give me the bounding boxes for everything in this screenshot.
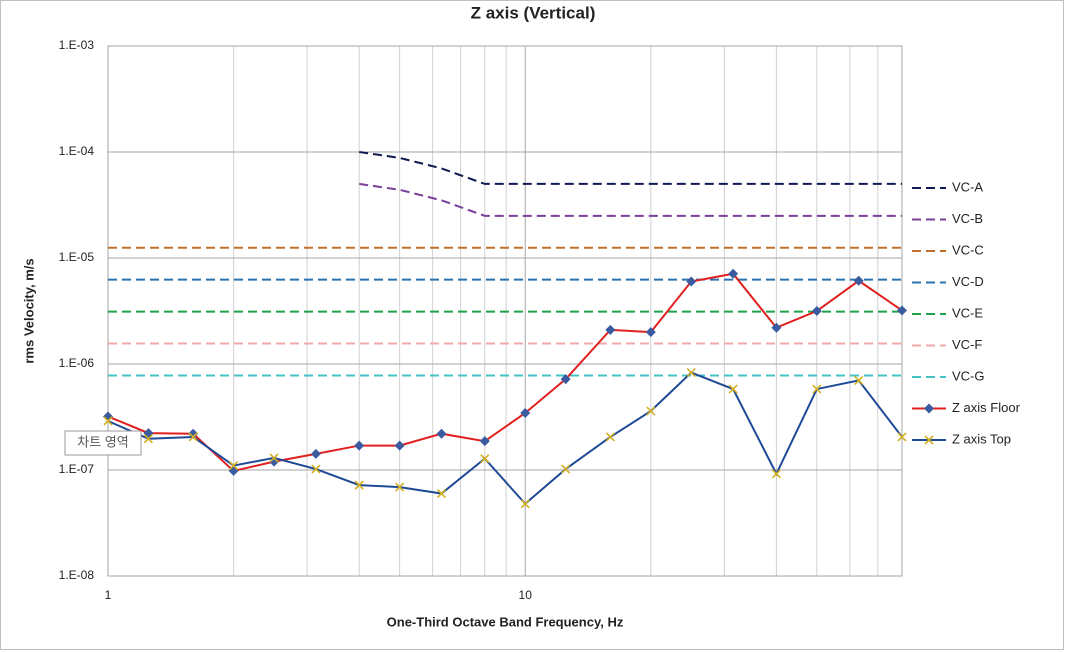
y-tick-label: 1.E-05	[59, 250, 95, 264]
series-line	[359, 151, 902, 185]
series-line	[107, 272, 903, 473]
marker	[269, 453, 279, 463]
x-tick-label: 1	[105, 588, 112, 602]
marker	[854, 375, 864, 385]
legend-label: VC-A	[952, 179, 983, 194]
y-tick-label: 1.E-03	[59, 38, 95, 52]
marker	[103, 416, 113, 426]
marker	[897, 305, 907, 316]
marker	[311, 464, 321, 474]
marker	[646, 406, 656, 416]
y-tick-label: 1.E-07	[59, 462, 95, 476]
marker	[143, 434, 153, 444]
marker	[645, 327, 656, 338]
marker	[560, 374, 571, 385]
marker	[897, 432, 907, 442]
legend-label: Z axis Top	[952, 431, 1011, 446]
grid	[107, 45, 903, 577]
marker	[520, 407, 531, 418]
marker	[395, 482, 405, 492]
marker	[686, 276, 697, 287]
series-line	[107, 371, 903, 506]
marker	[354, 440, 365, 451]
legend-label: VC-G	[952, 368, 985, 383]
marker	[480, 454, 490, 464]
marker	[520, 499, 530, 509]
marker	[394, 440, 405, 451]
marker	[728, 384, 738, 394]
marker	[771, 322, 782, 333]
marker	[811, 306, 822, 317]
marker	[728, 268, 739, 279]
y-tick-label: 1.E-08	[59, 568, 95, 582]
legend-label: VC-D	[952, 274, 984, 289]
marker	[479, 436, 490, 447]
tooltip-box	[64, 430, 142, 456]
marker	[310, 448, 321, 459]
tooltip-text: 차트 영역	[77, 434, 128, 449]
legend-label: VC-C	[952, 242, 984, 257]
marker	[771, 469, 781, 479]
x-tick-label: 10	[519, 588, 533, 602]
legend-label: VC-E	[952, 305, 983, 320]
marker	[812, 384, 822, 394]
marker	[561, 464, 571, 474]
marker	[436, 428, 447, 439]
legend-label: VC-B	[952, 211, 983, 226]
tooltip: 차트 영역	[64, 430, 142, 456]
marker	[605, 324, 616, 335]
marker	[229, 461, 239, 471]
marker	[924, 403, 934, 414]
marker	[605, 432, 615, 442]
legend-label: Z axis Floor	[952, 400, 1021, 415]
legend: VC-A VC-B VC-C VC-D VC-E VC-F VC-G Z axis Floor…	[912, 179, 1021, 446]
marker	[188, 432, 198, 442]
chart-title: Z axis (Vertical)	[471, 3, 596, 22]
marker	[924, 435, 934, 445]
x-axis-label: One-Third Octave Band Frequency, Hz	[387, 614, 624, 629]
marker	[686, 368, 696, 378]
legend-label: VC-F	[952, 337, 982, 352]
y-tick-label: 1.E-04	[59, 144, 95, 158]
marker	[436, 488, 447, 499]
marker	[354, 480, 364, 490]
y-axis-label: rms Velocity, m/s	[21, 258, 36, 363]
series-line	[359, 182, 902, 217]
marker	[853, 275, 864, 286]
plot-area	[103, 151, 907, 509]
y-tick-label: 1.E-06	[59, 356, 95, 370]
